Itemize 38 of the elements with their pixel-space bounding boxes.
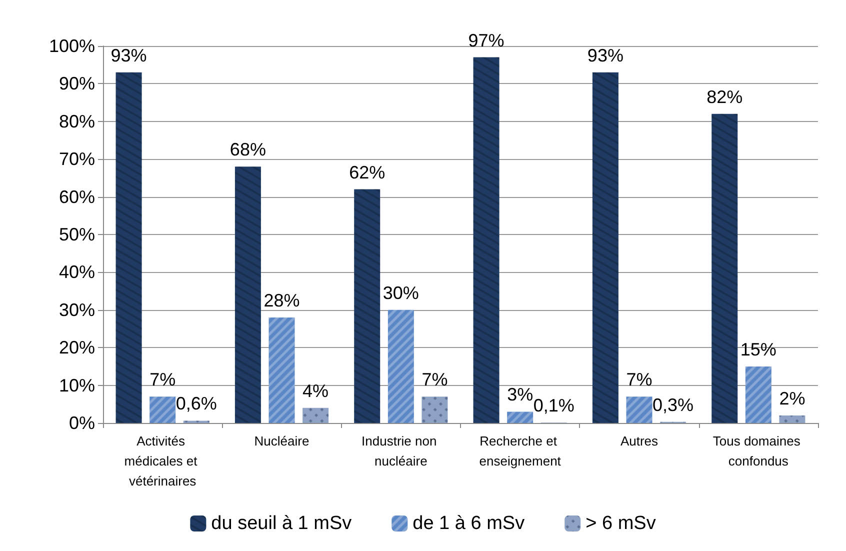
- data-label: 0,1%: [533, 396, 574, 416]
- data-label: 82%: [706, 86, 743, 107]
- y-tick-label: 10%: [58, 375, 95, 396]
- data-label: 3%: [507, 384, 534, 405]
- x-tick-label: Autres: [620, 434, 659, 448]
- y-tick-label: 80%: [58, 111, 95, 132]
- y-tick-label: 20%: [58, 338, 95, 358]
- y-tick-label: 40%: [58, 262, 95, 282]
- data-label: 28%: [264, 290, 300, 310]
- x-tick-label: Tous domaines confondus: [712, 434, 804, 468]
- data-label: 97%: [468, 30, 504, 50]
- x-tick-label: Activités médicales et vétérinaires: [124, 434, 201, 488]
- y-tick-label: 60%: [58, 186, 95, 207]
- y-tick-label: 90%: [58, 74, 95, 94]
- data-label: 7%: [422, 370, 448, 390]
- data-label: 93%: [587, 45, 624, 66]
- x-tick-label: Recherche et enseignement: [479, 434, 562, 468]
- data-label: 7%: [150, 370, 176, 390]
- legend-label: > 6 mSv: [586, 513, 656, 534]
- data-label: 4%: [302, 380, 329, 401]
- x-tick-label: Nucléaire: [254, 434, 310, 448]
- legend-label: du seuil à 1 mSv: [211, 513, 352, 534]
- data-label: 15%: [740, 339, 776, 360]
- x-tick-label: Industrie non nucléaire: [362, 434, 440, 468]
- data-label: 2%: [779, 388, 806, 408]
- y-tick-label: 100%: [48, 36, 95, 56]
- y-tick-label: 30%: [58, 300, 95, 320]
- data-label: 68%: [230, 140, 266, 160]
- y-tick-label: 0%: [68, 413, 95, 433]
- data-label: 7%: [626, 370, 652, 390]
- data-label: 0,6%: [176, 394, 217, 414]
- data-label: 62%: [349, 162, 386, 182]
- data-label: 93%: [110, 45, 147, 66]
- y-tick-label: 50%: [58, 224, 95, 244]
- data-label: 30%: [382, 282, 419, 303]
- y-tick-label: 70%: [58, 149, 95, 170]
- data-label: 0,3%: [652, 394, 694, 415]
- legend-label: de 1 à 6 mSv: [412, 513, 526, 534]
